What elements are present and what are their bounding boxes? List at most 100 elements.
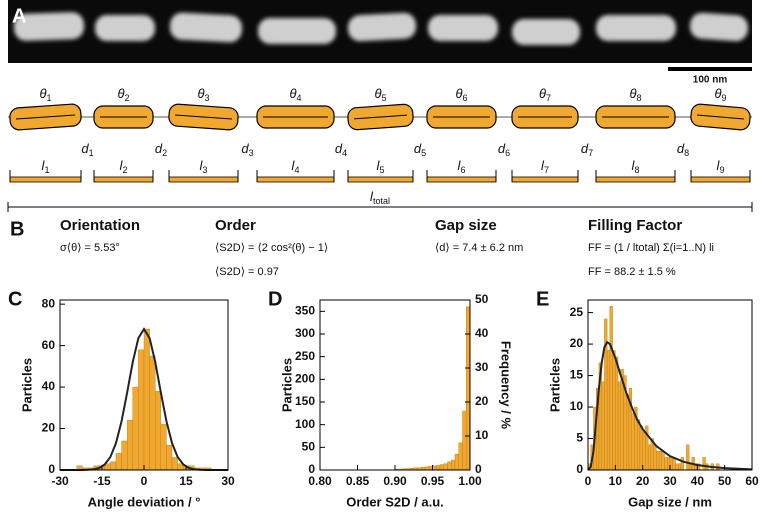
y-tick-label: 350: [295, 304, 315, 318]
y-tick-label: 80: [42, 296, 56, 310]
bar: [647, 444, 652, 471]
bar: [653, 444, 657, 471]
symbol-base: d: [241, 141, 249, 156]
symbol-base: d: [414, 141, 422, 156]
symbol-index: 9: [719, 165, 724, 175]
symbol-base: θ: [289, 86, 296, 101]
x-tick-label: 0: [141, 474, 148, 488]
symbol-base: d: [677, 141, 685, 156]
y2-tick-label: 20: [475, 394, 489, 408]
rod-axis: [697, 114, 744, 120]
y-tick-label: 40: [42, 379, 56, 393]
bar: [428, 466, 433, 471]
bar: [631, 413, 635, 471]
y-tick-label: 60: [42, 338, 56, 352]
symbol-index: 8: [634, 165, 639, 175]
symbol-index: 4: [294, 165, 299, 175]
x-axis-label: Gap size / nm: [628, 494, 712, 509]
symbol-base: d: [155, 141, 163, 156]
bar: [680, 457, 684, 471]
symbol-index: 8: [637, 93, 642, 103]
symbol-index: 1: [89, 148, 94, 158]
symbol-index: 2: [122, 165, 127, 175]
symbol-index: 6: [460, 165, 465, 175]
bar: [138, 349, 145, 471]
symbol-base: l: [200, 158, 204, 173]
symbol-index: 5: [382, 93, 387, 103]
x-tick-label: 40: [691, 474, 705, 488]
bar: [678, 463, 682, 471]
bar: [166, 444, 173, 471]
symbol-label: θ1: [39, 86, 51, 103]
symbol-index: 1: [47, 93, 52, 103]
symbol-index: 6: [463, 93, 468, 103]
rod-axis: [16, 114, 75, 120]
symbol-index: 3: [205, 93, 210, 103]
x-tick-label: 10: [609, 474, 623, 488]
symbol-index: 2: [125, 93, 130, 103]
symbol-label: l2: [120, 158, 128, 175]
symbol-label: θ2: [117, 86, 129, 103]
x-tick-label: 0.85: [346, 474, 370, 488]
bar: [171, 457, 178, 471]
bar: [458, 442, 463, 471]
y-tick-label: 250: [295, 349, 315, 363]
y-tick-label: 0: [308, 462, 315, 476]
symbol-label: θ3: [197, 86, 209, 103]
length-bar: [511, 176, 579, 183]
y2-tick-label: 30: [475, 360, 489, 374]
y-tick-label: 25: [570, 305, 584, 319]
length-bar: [256, 176, 335, 183]
symbol-label: ltotal: [370, 189, 390, 206]
symbol-label: d8: [677, 141, 689, 158]
symbol-label: l8: [632, 158, 640, 175]
y-tick-label: 200: [295, 372, 315, 386]
bar: [688, 463, 693, 471]
symbol-label: d1: [81, 141, 93, 158]
symbol-base: l: [632, 158, 636, 173]
y-tick-label: 0: [48, 462, 55, 476]
symbol-label: l3: [200, 158, 208, 175]
symbol-index: 2: [162, 148, 167, 158]
symbol-index: 1: [44, 165, 49, 175]
x-tick-label: 1.00: [458, 474, 482, 488]
symbol-base: θ: [374, 86, 381, 101]
x-tick-label: 0.80: [308, 474, 332, 488]
fit-curve: [587, 340, 753, 471]
symbol-label: d5: [414, 141, 426, 158]
symbol-label: l6: [458, 158, 466, 175]
bar: [601, 381, 605, 471]
x-tick-label: 30: [663, 474, 677, 488]
symbol-label: d7: [581, 141, 593, 158]
x-tick-label: -15: [93, 474, 111, 488]
x-axis-label: Order S2D / a.u.: [346, 494, 444, 509]
y-tick-label: 20: [570, 336, 584, 350]
symbol-base: d: [581, 141, 589, 156]
symbol-label: θ8: [629, 86, 641, 103]
x-tick-label: -30: [51, 474, 69, 488]
y2-tick-label: 40: [475, 326, 489, 340]
y-tick-label: 10: [570, 399, 584, 413]
symbol-label: d4: [335, 141, 347, 158]
symbol-index: 9: [722, 93, 727, 103]
bar: [642, 432, 646, 471]
summary-line: σ⟨θ⟩ = 5.53°: [60, 242, 120, 254]
symbol-base: θ: [629, 86, 636, 101]
length-bar: [9, 176, 82, 183]
summary-line: FF = (1 / ltotal) Σ(i=1..N) li: [588, 242, 714, 254]
y-tick-label: 50: [302, 440, 316, 454]
summary-title: Filling Factor: [588, 217, 682, 234]
y-axis-label: Particles: [19, 358, 34, 412]
bar: [626, 394, 630, 471]
symbol-label: l1: [42, 158, 50, 175]
symbol-base: l: [370, 189, 374, 204]
length-bar: [690, 176, 751, 183]
x-tick-label: 50: [718, 474, 732, 488]
symbol-base: l: [541, 158, 545, 173]
bar: [436, 465, 441, 471]
bar: [675, 463, 679, 471]
length-bar: [426, 176, 497, 183]
symbol-base: d: [498, 141, 506, 156]
summary-title: Gap size: [435, 217, 497, 234]
x-tick-label: 0.95: [421, 474, 445, 488]
